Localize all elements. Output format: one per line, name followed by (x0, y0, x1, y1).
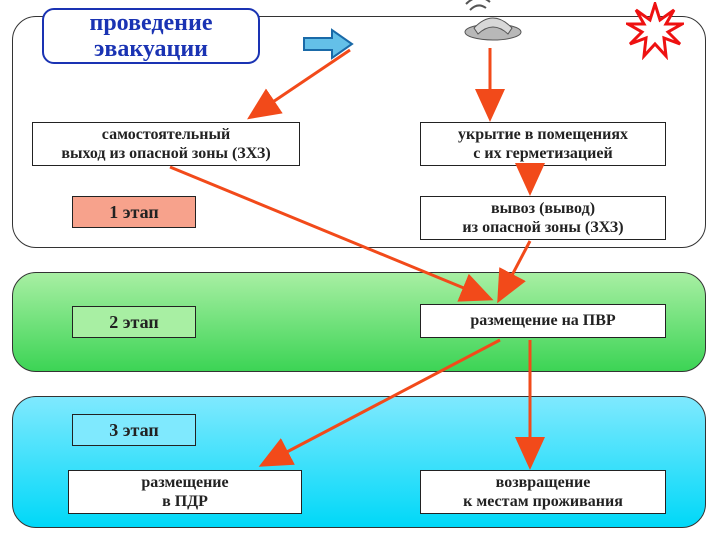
title-box: проведение эвакуации (42, 8, 260, 64)
blue-arrow-icon (300, 26, 356, 62)
return-home-box: возвращениек местам проживания (420, 470, 666, 514)
stage1-text: 1 этап (109, 202, 158, 223)
export-box: вывоз (вывод)из опасной зоны (ЗХЗ) (420, 196, 666, 240)
title-text: проведение эвакуации (44, 10, 258, 63)
placement-pvr-text: размещение на ПВР (470, 311, 615, 330)
stage3-text: 3 этап (109, 420, 158, 441)
placement-pdr-box: размещениев ПДР (68, 470, 302, 514)
self-exit-text: самостоятельныйвыход из опасной зоны (ЗХ… (61, 125, 270, 163)
shelter-text: укрытие в помещенияхс их герметизацией (458, 125, 628, 163)
stage2-text: 2 этап (109, 312, 158, 333)
return-home-text: возвращениек местам проживания (463, 473, 623, 511)
starburst-icon (626, 2, 684, 60)
placement-pdr-text: размещениев ПДР (141, 473, 228, 511)
stage1-box: 1 этап (72, 196, 196, 228)
stage3-box: 3 этап (72, 414, 196, 446)
stage2-box: 2 этап (72, 306, 196, 338)
speaker-icon (458, 0, 528, 46)
shelter-box: укрытие в помещенияхс их герметизацией (420, 122, 666, 166)
export-text: вывоз (вывод)из опасной зоны (ЗХЗ) (462, 199, 623, 237)
self-exit-box: самостоятельныйвыход из опасной зоны (ЗХ… (32, 122, 300, 166)
placement-pvr-box: размещение на ПВР (420, 304, 666, 338)
